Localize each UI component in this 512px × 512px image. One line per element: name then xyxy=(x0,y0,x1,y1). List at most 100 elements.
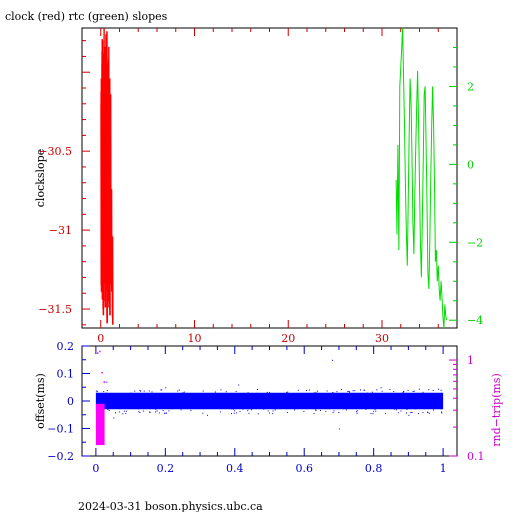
series-offset-point xyxy=(426,396,428,398)
series-offset-outlier xyxy=(338,428,340,430)
series-offset-point xyxy=(222,396,223,398)
series-offset-point xyxy=(325,399,327,401)
series-offset-point xyxy=(340,394,342,396)
top-x-tick-label: 30 xyxy=(375,332,389,345)
series-offset-point xyxy=(412,394,414,396)
series-offset-outlier xyxy=(286,412,288,413)
top-y-right-tick-label: −4 xyxy=(467,314,483,327)
series-offset-point xyxy=(334,402,336,404)
series-offset-point xyxy=(114,406,116,408)
series-offset-point xyxy=(416,395,418,397)
series-offset-point xyxy=(422,403,424,405)
series-offset-point xyxy=(348,400,350,402)
top-panel: clockslope 0 10 20 30−30.5−31−31.520−2−4 xyxy=(34,27,483,345)
series-offset-point xyxy=(248,401,249,403)
series-offset-point xyxy=(397,412,399,414)
series-offset-point xyxy=(378,407,380,409)
series-offset-point xyxy=(398,396,399,398)
series-offset-point xyxy=(297,389,299,391)
bottom-x-tick-label: 1 xyxy=(440,462,447,475)
series-offset-point xyxy=(115,412,116,414)
series-offset-point xyxy=(231,408,233,410)
series-offset-point xyxy=(316,400,318,402)
series-offset-point xyxy=(317,390,318,392)
series-offset-point xyxy=(196,407,198,409)
series-offset-point xyxy=(134,390,136,392)
series-offset-point xyxy=(108,410,110,411)
series-offset-point xyxy=(164,412,166,414)
series-offset-point xyxy=(259,399,260,401)
series-offset-point xyxy=(349,391,350,393)
series-offset-point xyxy=(344,394,346,396)
series-offset-point xyxy=(285,403,287,405)
series-offset-point xyxy=(166,396,168,398)
series-offset-point xyxy=(292,396,294,398)
series-offset-point xyxy=(331,393,333,395)
series-offset-point xyxy=(134,393,136,395)
series-offset-point xyxy=(149,411,151,413)
series-offset-point xyxy=(130,392,132,394)
series-offset-point xyxy=(143,390,145,392)
series-offset-point xyxy=(326,400,327,402)
series-offset-point xyxy=(150,403,152,404)
series-offset-point xyxy=(402,407,404,409)
series-offset-point xyxy=(436,397,438,399)
series-offset-point xyxy=(396,393,398,395)
series-offset-point xyxy=(199,400,201,401)
series-offset-point xyxy=(300,407,302,409)
series-offset-point xyxy=(378,405,380,407)
series-offset-point xyxy=(158,412,160,414)
series-offset-point xyxy=(96,392,98,394)
series-offset-point xyxy=(352,390,354,392)
top-y-right-tick-label: −2 xyxy=(467,236,483,249)
series-offset-point xyxy=(342,398,344,400)
series-offset-point xyxy=(410,402,412,403)
series-offset-point xyxy=(158,406,160,408)
bottom-x-tick-label: 0 xyxy=(92,462,99,475)
series-offset-point xyxy=(138,400,140,402)
series-offset-point xyxy=(358,404,360,406)
series-offset-point xyxy=(220,411,222,413)
series-offset-point xyxy=(404,396,406,398)
series-offset-outlier xyxy=(408,414,410,416)
series-offset-point xyxy=(377,396,379,398)
series-offset-point xyxy=(116,400,118,402)
series-offset-point xyxy=(160,389,162,391)
series-offset-point xyxy=(140,401,142,403)
series-offset-point xyxy=(149,400,151,402)
series-offset-point xyxy=(313,392,315,394)
series-offset-point xyxy=(221,397,223,399)
series-offset-point xyxy=(319,399,321,401)
series-offset-point xyxy=(428,389,430,391)
series-offset-point xyxy=(330,395,332,397)
series-offset-point xyxy=(408,393,409,394)
series-offset-point xyxy=(268,401,270,403)
series-offset-point xyxy=(433,409,434,411)
series-offset-point xyxy=(168,410,170,412)
series-offset-point xyxy=(306,390,307,391)
series-offset-point xyxy=(407,390,409,391)
series-offset-point xyxy=(399,397,401,399)
series-offset-point xyxy=(210,395,212,397)
series-offset-point xyxy=(285,403,287,405)
series-offset-point xyxy=(416,396,418,398)
series-offset-point xyxy=(247,405,249,407)
series-offset-point xyxy=(205,398,207,400)
series-offset-point xyxy=(398,399,400,401)
series-offset-point xyxy=(167,399,169,401)
top-y-left-tick-label: −30.5 xyxy=(38,145,72,158)
series-offset-point xyxy=(396,393,398,395)
series-offset-point xyxy=(434,405,436,407)
series-offset-point xyxy=(148,406,150,407)
series-offset-point xyxy=(199,407,201,409)
series-offset-point xyxy=(332,392,334,393)
series-offset-point xyxy=(262,402,264,404)
series-offset-point xyxy=(372,413,374,415)
series-offset-point xyxy=(332,412,334,414)
series-offset-point xyxy=(360,389,361,391)
series-offset-point xyxy=(427,411,428,413)
series-offset-point xyxy=(412,390,414,392)
series-offset-point xyxy=(116,406,118,408)
series-offset-point xyxy=(339,395,341,397)
series-offset-point xyxy=(373,410,375,412)
